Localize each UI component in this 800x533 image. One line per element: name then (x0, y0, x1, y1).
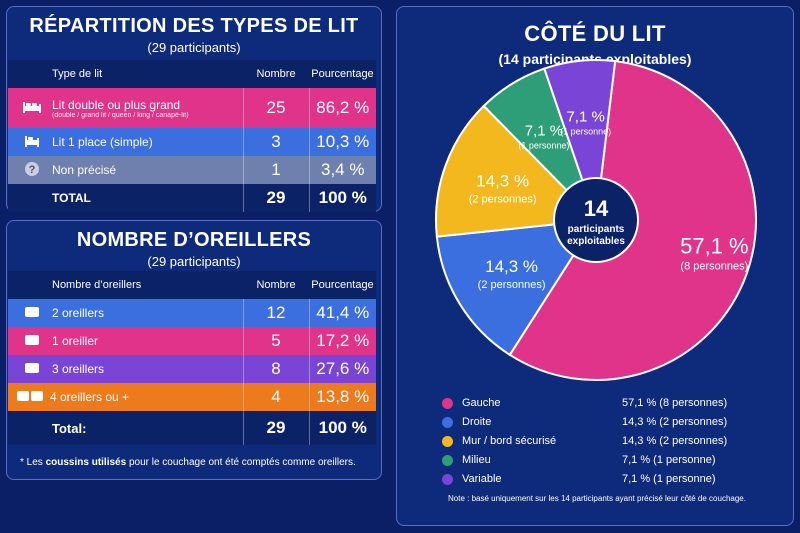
row-label: 2 oreillers (52, 306, 105, 321)
row-pct: 41,4 % (308, 299, 376, 327)
legend-value: 14,3 % (2 personnes) (622, 416, 728, 428)
svg-text:?: ? (29, 164, 36, 176)
side-subtitle: (14 participants exploitables) (498, 51, 692, 67)
bed-type-title: RÉPARTITION DES TYPES DE LIT (29, 15, 359, 37)
col-header-pct: Pourcentage (309, 271, 376, 299)
table-row: Lit double ou plus grand (double / grand … (8, 88, 376, 128)
legend-item: Variable 7,1 % (1 personne) (442, 470, 742, 488)
total-count: 29 (242, 411, 309, 445)
row-count: 25 (242, 88, 309, 128)
legend-label: Variable (462, 473, 502, 485)
pillows-icon (16, 390, 44, 405)
legend-dot (442, 397, 453, 409)
pillow-icon (22, 334, 42, 349)
table-row: Lit 1 place (simple) 3 10,3 % (8, 128, 376, 156)
pillows-table: Nombre d’oreillers Nombre Pourcentage 2 … (8, 271, 376, 445)
note-bold: coussins utilisés (45, 457, 127, 468)
legend-label: Gauche (462, 397, 501, 409)
legend-item: Droite 14,3 % (2 personnes) (442, 413, 742, 431)
double-bed-icon (22, 100, 42, 117)
table-row: 2 oreillers 12 41,4 % (8, 299, 376, 327)
bed-type-table: Type de lit Nombre Pourcentage Lit doubl… (8, 60, 376, 212)
pillow-icon (22, 362, 42, 377)
col-header-pillows: Nombre d’oreillers (8, 271, 243, 299)
total-row: Total: 29 100 % (8, 411, 376, 445)
bed-type-subtitle: (29 participants) (147, 40, 241, 55)
row-label: Lit 1 place (simple) (52, 135, 153, 149)
col-header-count: Nombre (243, 60, 309, 88)
legend-dot (442, 473, 453, 485)
row-pct: 27,6 % (308, 355, 376, 383)
row-label: 4 oreillers ou + (50, 390, 130, 405)
total-pct: 100 % (308, 184, 376, 212)
row-label: Lit double ou plus grand (52, 97, 181, 112)
row-label: 1 oreiller (52, 334, 99, 349)
row-label: 3 oreillers (52, 362, 105, 377)
row-pct: 17,2 % (308, 327, 376, 355)
total-label: Total: (52, 420, 87, 436)
legend-label: Milieu (462, 454, 491, 466)
legend-dot (442, 454, 453, 466)
side-note: Note : basé uniquement sur les 14 partic… (448, 494, 746, 503)
legend-item: Mur / bord sécurisé 14,3 % (2 personnes) (442, 432, 742, 450)
legend-value: 7,1 % (1 personne) (622, 473, 716, 485)
table-row: 1 oreiller 5 17,2 % (8, 327, 376, 355)
table-row: 4 oreillers ou + 4 13,8 % (8, 383, 376, 411)
question-icon: ? (22, 161, 42, 180)
total-label: TOTAL (52, 191, 91, 206)
single-bed-icon (22, 134, 42, 151)
legend-dot (442, 416, 453, 428)
col-header-count: Nombre (243, 271, 309, 299)
row-count: 3 (242, 128, 309, 156)
row-count: 12 (242, 299, 309, 327)
col-header-type: Type de lit (8, 60, 243, 88)
row-pct: 13,8 % (308, 383, 376, 411)
legend-value: 57,1 % (8 personnes) (622, 397, 728, 409)
legend-label: Mur / bord sécurisé (462, 435, 557, 447)
row-count: 1 (242, 156, 309, 184)
row-pct: 86,2 % (308, 88, 376, 128)
row-label: Non précisé (52, 163, 117, 177)
col-header-pct: Pourcentage (309, 60, 376, 88)
pillows-subtitle: (29 participants) (147, 254, 241, 269)
row-count: 4 (242, 383, 309, 411)
pillows-note: * Les coussins utilisés pour le couchage… (20, 457, 356, 468)
side-title: CÔTÉ DU LIT (524, 21, 666, 46)
legend-item: Milieu 7,1 % (1 personne) (442, 451, 742, 469)
legend-value: 7,1 % (1 personne) (622, 454, 716, 466)
row-sublabel: (double / grand lit / queen / king / can… (52, 111, 189, 119)
row-pct: 3,4 % (308, 156, 376, 184)
table-row: 3 oreillers 8 27,6 % (8, 355, 376, 383)
legend-value: 14,3 % (2 personnes) (622, 435, 728, 447)
row-count: 8 (242, 355, 309, 383)
pillow-icon (22, 306, 42, 321)
row-count: 5 (242, 327, 309, 355)
total-count: 29 (242, 184, 309, 212)
total-row: TOTAL 29 100 % (8, 184, 376, 212)
row-pct: 10,3 % (308, 128, 376, 156)
note-suffix: pour le couchage ont été comptés comme o… (126, 457, 356, 468)
pillows-title: NOMBRE D’OREILLERS (76, 229, 312, 251)
note-prefix: * Les (20, 457, 46, 468)
legend-label: Droite (462, 416, 492, 428)
legend-item: Gauche 57,1 % (8 personnes) (442, 394, 742, 412)
table-row: ? Non précisé 1 3,4 % (8, 156, 376, 184)
legend-dot (442, 435, 453, 447)
total-pct: 100 % (308, 411, 376, 445)
